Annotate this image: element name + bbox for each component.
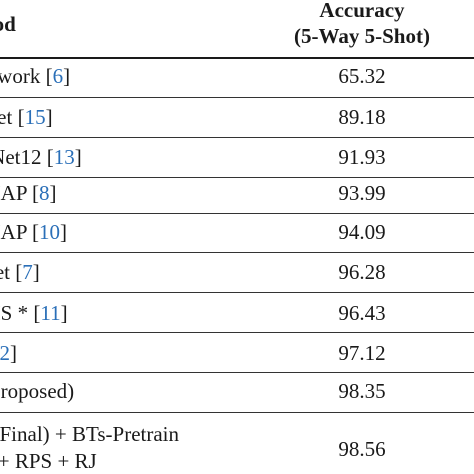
citation-link[interactable]: 11 [40, 301, 61, 325]
citation-link[interactable]: 13 [53, 145, 75, 169]
table-row-method: MAP [8] [0, 181, 57, 205]
column-header-method: hod [0, 12, 16, 36]
row-divider [0, 213, 474, 214]
table-row-method: [12] [0, 341, 17, 365]
row-divider [0, 372, 474, 373]
citation-link[interactable]: 8 [38, 181, 50, 205]
table-row-accuracy: 96.43 [338, 301, 386, 325]
row-divider [0, 97, 474, 98]
table-row-accuracy: 98.56 [338, 437, 386, 461]
table-row-accuracy: 96.28 [338, 260, 386, 284]
table-row-method: d-Final) + BTs-Pretrain [0, 422, 180, 446]
column-header-accuracy-setting: (5-Way 5-Shot) [294, 24, 430, 48]
table-row-method: Vet [7] [0, 260, 40, 284]
row-divider [0, 177, 474, 178]
table-row-method: MAP [10] [0, 220, 67, 244]
column-header-accuracy: Accuracy [319, 0, 405, 22]
table-row-accuracy: 94.09 [338, 220, 386, 244]
table-row-accuracy: 97.12 [338, 341, 386, 365]
citation-link[interactable]: 7 [22, 260, 33, 284]
header-rule [0, 57, 474, 59]
table-row-method: (Proposed) [0, 379, 75, 403]
table-row-accuracy: 93.99 [338, 181, 386, 205]
table-row-method: MS * [11] [0, 301, 68, 325]
row-divider [0, 252, 474, 253]
row-divider [0, 332, 474, 333]
row-divider [0, 292, 474, 293]
table-row-method: sNet12 [13] [0, 145, 82, 169]
citation-link[interactable]: 6 [52, 64, 64, 88]
table-row-accuracy: 91.93 [338, 145, 386, 169]
row-divider [0, 412, 474, 413]
row-divider [0, 137, 474, 138]
table-row-method: etwork [6] [0, 64, 71, 88]
table-row-accuracy: 98.35 [338, 379, 386, 403]
citation-link[interactable]: 10 [38, 220, 60, 244]
table-row-accuracy: 65.32 [338, 64, 386, 88]
table-row-accuracy: 89.18 [338, 105, 386, 129]
table-row-method-line2: 1 + RPS + RJ [0, 449, 97, 473]
citation-link[interactable]: 12 [0, 341, 10, 365]
table-row-method: Net [15] [0, 105, 53, 129]
citation-link[interactable]: 15 [24, 105, 46, 129]
